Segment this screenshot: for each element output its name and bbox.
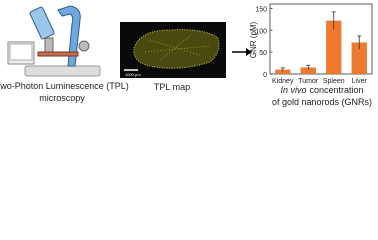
y-tick-label: 150 — [255, 6, 267, 13]
caption: TPL map — [154, 82, 190, 92]
bar — [300, 67, 316, 74]
caption-italic: In vivo — [280, 85, 306, 95]
arrow-head — [246, 48, 252, 56]
bar — [275, 69, 291, 74]
caption: Two-Photon Luminescence (TPL) — [0, 81, 129, 91]
chart: GNR (pM) In vivo concentration of gold na… — [249, 21, 372, 107]
scale-bar-label: 1000 μm — [125, 72, 141, 77]
y-axis-label: GNR (pM) — [249, 21, 258, 58]
caption: In vivo concentration — [280, 85, 363, 95]
caption-text: concentration — [309, 85, 363, 95]
caption: of gold nanorods (GNRs) — [272, 97, 372, 107]
y-tick-label: 100 — [255, 28, 267, 35]
tpl-map: 1000 μm TPL map — [120, 22, 226, 92]
microscope-illustration: Two-Photon Luminescence (TPL) microscopy — [0, 5, 129, 103]
x-tick-label: Kidney — [272, 78, 294, 85]
y-tick-label: 50 — [259, 50, 267, 57]
bar — [351, 42, 367, 74]
caption: microscopy — [39, 93, 85, 103]
x-tick-label: Tumor — [298, 78, 319, 85]
y-tick-label: 0 — [263, 72, 267, 79]
plot-frame — [269, 3, 373, 75]
figure: Two-Photon Luminescence (TPL) microscopy… — [0, 3, 373, 107]
bar — [326, 20, 342, 74]
x-tick-label: Liver — [352, 78, 368, 85]
x-tick-label: Spleen — [323, 78, 345, 85]
